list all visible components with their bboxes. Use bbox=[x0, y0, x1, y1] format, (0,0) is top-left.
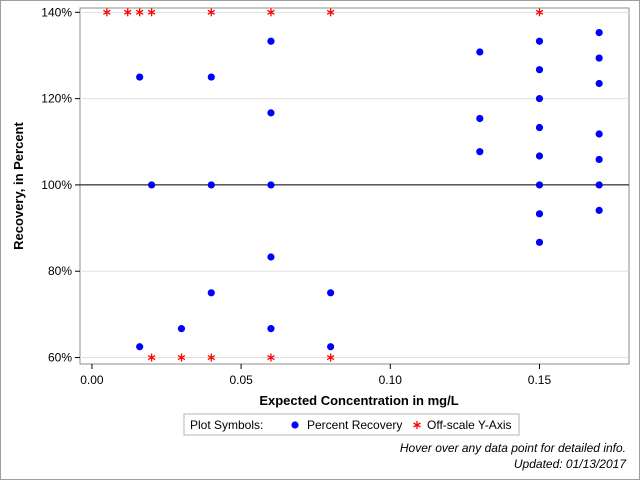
percent-recovery-point[interactable] bbox=[535, 95, 544, 103]
percent-recovery-point[interactable] bbox=[476, 114, 484, 123]
percent-recovery-point[interactable] bbox=[476, 48, 484, 56]
off-scale-point[interactable] bbox=[103, 8, 111, 17]
x-tick-label: 0.15 bbox=[528, 373, 552, 387]
percent-recovery-point[interactable] bbox=[267, 37, 275, 45]
off-scale-point[interactable] bbox=[535, 8, 544, 17]
legend-asterisk-marker bbox=[413, 421, 421, 429]
percent-recovery-point[interactable] bbox=[535, 181, 544, 189]
percent-recovery-point[interactable] bbox=[595, 130, 603, 138]
plot-area bbox=[79, 7, 630, 365]
percent-recovery-point[interactable] bbox=[136, 73, 144, 81]
off-scale-point[interactable] bbox=[267, 353, 275, 362]
percent-recovery-point[interactable] bbox=[595, 79, 603, 88]
off-scale-point[interactable] bbox=[207, 8, 216, 17]
y-tick-label: 100% bbox=[41, 178, 72, 192]
legend: Plot Symbols: Percent Recovery Off-scale… bbox=[183, 413, 520, 436]
legend-label-percent-recovery: Percent Recovery bbox=[307, 418, 402, 432]
x-tick-label: 0.00 bbox=[80, 373, 104, 387]
percent-recovery-point[interactable] bbox=[267, 253, 275, 261]
percent-recovery-point[interactable] bbox=[267, 181, 275, 189]
y-axis-title: Recovery, in Percent bbox=[11, 122, 26, 250]
data-points bbox=[103, 8, 603, 362]
y-tick-label: 140% bbox=[41, 5, 72, 19]
percent-recovery-point[interactable] bbox=[207, 289, 215, 297]
legend-circle-marker bbox=[291, 421, 299, 429]
percent-recovery-point[interactable] bbox=[535, 37, 544, 45]
off-scale-point[interactable] bbox=[326, 8, 335, 17]
x-axis-ticks: 0.00 0.05 0.10 0.15 bbox=[80, 364, 551, 387]
off-scale-point[interactable] bbox=[135, 8, 144, 17]
legend-label-off-scale: Off-scale Y-Axis bbox=[427, 418, 511, 432]
percent-recovery-point[interactable] bbox=[267, 109, 275, 117]
legend-box bbox=[183, 413, 520, 436]
y-axis-ticks: 60% 80% 100% 120% 140% bbox=[41, 5, 80, 365]
percent-recovery-point[interactable] bbox=[535, 238, 544, 246]
off-scale-point[interactable] bbox=[147, 353, 156, 362]
percent-recovery-point[interactable] bbox=[177, 325, 186, 333]
footnote-hover-hint: Hover over any data point for detailed i… bbox=[400, 441, 626, 455]
off-scale-point[interactable] bbox=[326, 353, 335, 362]
y-tick-label: 120% bbox=[41, 92, 72, 106]
y-tick-label: 80% bbox=[48, 264, 72, 278]
legend-asterisk-glyph bbox=[413, 421, 421, 429]
percent-recovery-point[interactable] bbox=[595, 181, 603, 189]
percent-recovery-point[interactable] bbox=[535, 152, 544, 160]
percent-recovery-point[interactable] bbox=[207, 181, 215, 189]
off-scale-point[interactable] bbox=[177, 353, 186, 362]
percent-recovery-point[interactable] bbox=[207, 73, 215, 81]
percent-recovery-point[interactable] bbox=[595, 28, 603, 37]
percent-recovery-point[interactable] bbox=[327, 343, 335, 351]
off-scale-point[interactable] bbox=[267, 8, 275, 17]
percent-recovery-point[interactable] bbox=[535, 66, 544, 74]
y-tick-label: 60% bbox=[48, 351, 72, 365]
percent-recovery-point[interactable] bbox=[595, 54, 603, 62]
off-scale-point[interactable] bbox=[123, 8, 132, 17]
off-scale-point[interactable] bbox=[147, 8, 156, 17]
percent-recovery-point[interactable] bbox=[535, 210, 544, 218]
percent-recovery-point[interactable] bbox=[535, 123, 544, 132]
x-tick-label: 0.10 bbox=[379, 373, 403, 387]
x-axis-title: Expected Concentration in mg/L bbox=[259, 393, 458, 408]
percent-recovery-point[interactable] bbox=[136, 343, 144, 351]
percent-recovery-point[interactable] bbox=[595, 155, 603, 164]
x-tick-label: 0.05 bbox=[229, 373, 253, 387]
percent-recovery-point[interactable] bbox=[267, 325, 275, 333]
percent-recovery-point[interactable] bbox=[476, 148, 484, 156]
percent-recovery-point[interactable] bbox=[327, 289, 335, 297]
footnote-updated-date: Updated: 01/13/2017 bbox=[514, 457, 627, 471]
percent-recovery-point[interactable] bbox=[595, 206, 603, 214]
legend-title: Plot Symbols: bbox=[190, 418, 263, 432]
off-scale-point[interactable] bbox=[207, 353, 216, 362]
percent-recovery-point[interactable] bbox=[148, 181, 156, 189]
